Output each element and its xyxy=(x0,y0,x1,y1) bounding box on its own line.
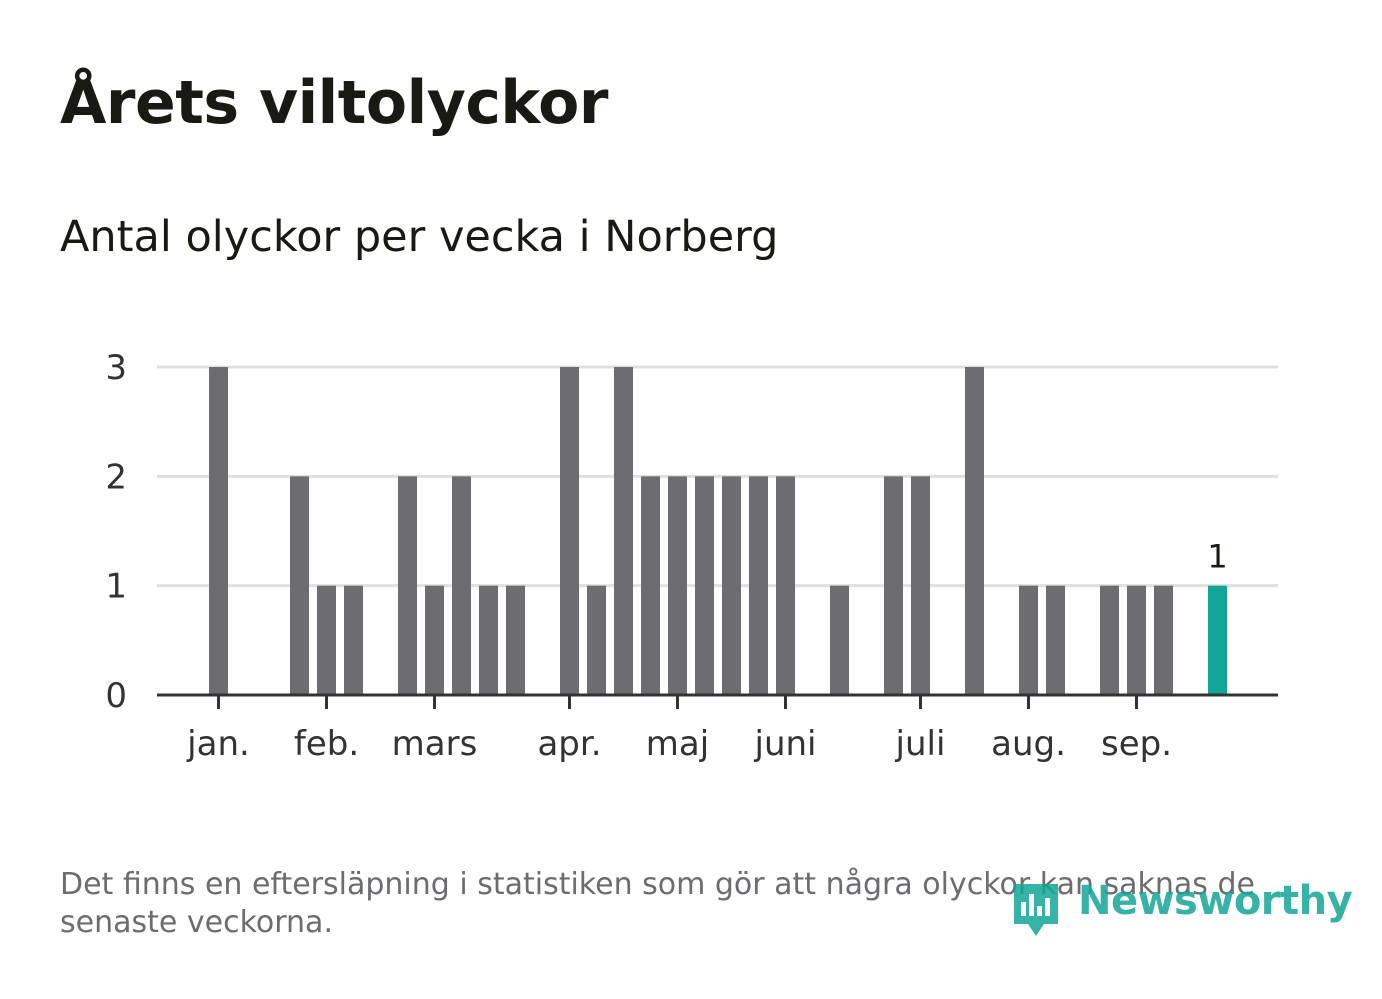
x-axis-ticks: jan. feb. mars apr. maj juni juli aug. sep. xyxy=(186,695,1172,764)
data-labels: 1 xyxy=(1207,538,1227,576)
data-label-last-week: 1 xyxy=(1207,538,1227,576)
bar-week-9 xyxy=(425,585,444,695)
bar-week-15 xyxy=(587,585,606,695)
bar-week-21 xyxy=(749,476,768,695)
bar-week-1 xyxy=(209,367,228,695)
bar-week-29 xyxy=(965,367,984,695)
bar-week-32 xyxy=(1046,585,1065,695)
bar-week-27 xyxy=(911,476,930,695)
newsworthy-logo: Newsworthy xyxy=(1010,874,1353,944)
bar-highlighted-week-38 xyxy=(1208,585,1227,695)
bar-week-24 xyxy=(830,585,849,695)
newsworthy-logo-text: Newsworthy xyxy=(1078,878,1353,924)
bar-week-11 xyxy=(479,585,498,695)
bar-week-20 xyxy=(722,476,741,695)
bar-week-36 xyxy=(1154,585,1173,695)
bar-week-35 xyxy=(1127,585,1146,695)
bar-week-19 xyxy=(695,476,714,695)
x-tick-label-feb.: feb. xyxy=(294,724,359,764)
gridlines xyxy=(157,365,1278,588)
x-tick-label-mars: mars xyxy=(392,724,478,764)
x-tick-label-sep.: sep. xyxy=(1101,724,1172,764)
bar-week-10 xyxy=(452,476,471,695)
bar-week-5 xyxy=(317,585,336,695)
bar-week-31 xyxy=(1019,585,1038,695)
bar-week-6 xyxy=(344,585,363,695)
x-tick-label-maj: maj xyxy=(646,724,709,764)
bar-week-17 xyxy=(641,476,660,695)
bars xyxy=(209,367,1227,695)
chart-title: Årets viltolyckor xyxy=(60,68,609,138)
y-axis-ticks: 0 1 2 3 xyxy=(105,348,127,716)
x-tick-label-aug.: aug. xyxy=(991,724,1066,764)
bar-week-4 xyxy=(290,476,309,695)
y-tick-label-3: 3 xyxy=(105,348,127,388)
chart-subtitle: Antal olyckor per vecka i Norberg xyxy=(60,212,779,262)
bar-week-18 xyxy=(668,476,687,695)
bar-week-22 xyxy=(776,476,795,695)
x-tick-label-apr.: apr. xyxy=(537,724,601,764)
x-tick-label-juni: juni xyxy=(754,724,817,764)
y-tick-label-1: 1 xyxy=(105,567,127,607)
bar-week-26 xyxy=(884,476,903,695)
x-tick-label-juli: juli xyxy=(895,724,946,764)
bar-week-14 xyxy=(560,367,579,695)
y-tick-label-0: 0 xyxy=(105,676,127,716)
bar-week-34 xyxy=(1100,585,1119,695)
x-tick-label-jan.: jan. xyxy=(186,724,250,764)
bar-week-16 xyxy=(614,367,633,695)
y-tick-label-2: 2 xyxy=(105,457,127,497)
bar-week-8 xyxy=(398,476,417,695)
newsworthy-logo-icon xyxy=(1014,884,1058,936)
bar-week-12 xyxy=(506,585,525,695)
